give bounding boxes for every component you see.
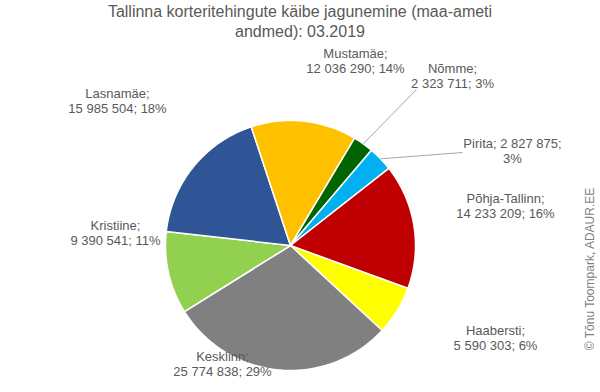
html-text:© Tõnu Toompark, ADAUR.EE: © Tõnu Toompark, ADAUR.EE	[583, 187, 597, 351]
svg-text:Põhja-Tallinn;14 233 209; 16%: Põhja-Tallinn;14 233 209; 16%	[456, 191, 555, 222]
html-text:Tallinna korteritehingute käib: Tallinna korteritehingute käibe jagunemi…	[107, 3, 493, 40]
svg-text:Kristiine;9 390 541; 11%: Kristiine;9 390 541; 11%	[70, 218, 161, 249]
svg-text:Nõmme;2 323 711; 3%: Nõmme;2 323 711; 3%	[411, 61, 494, 92]
svg-text:Haabersti;5 590 303; 6%: Haabersti;5 590 303; 6%	[454, 323, 538, 354]
svg-text:Kesklinn;25 774 838; 29%: Kesklinn;25 774 838; 29%	[173, 349, 272, 380]
svg-text:Pirita; 2 827 875;3%: Pirita; 2 827 875;3%	[463, 136, 561, 167]
svg-text:Mustamäe;12 036 290; 14%: Mustamäe;12 036 290; 14%	[306, 46, 405, 77]
svg-text:Lasnamäe;15 985 504; 18%: Lasnamäe;15 985 504; 18%	[68, 86, 167, 117]
